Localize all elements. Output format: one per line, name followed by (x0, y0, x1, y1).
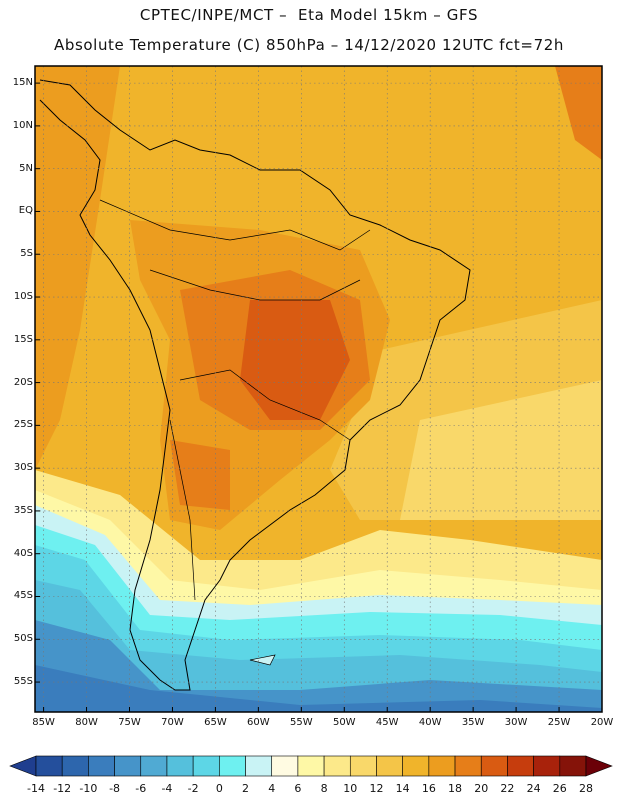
field-band-0 (35, 580, 602, 712)
colorbar-box (454, 755, 482, 777)
colorbar-box (559, 755, 587, 777)
lat-label: 55S (13, 676, 33, 688)
map-frame (34, 65, 603, 713)
lon-label: 50W (332, 717, 356, 728)
lat-label: 15S (13, 333, 33, 345)
border-north (99, 199, 371, 251)
colorbar-label: 2 (242, 782, 250, 795)
colorbar-label: -8 (109, 782, 121, 795)
colorbar-label: 12 (369, 782, 384, 795)
colorbar-label: 22 (500, 782, 515, 795)
colorbar-label: 16 (421, 782, 436, 795)
colorbar-label: -6 (135, 782, 147, 795)
colorbar-label: -10 (79, 782, 98, 795)
falkland-islands (249, 654, 276, 666)
title-variable: Absolute Temperature (C) 850hPa – 14/12/… (54, 36, 564, 54)
lat-label: 40S (13, 547, 33, 559)
lat-label: 35S (13, 504, 33, 516)
lon-label: 40W (418, 717, 442, 728)
lon-label: 65W (204, 717, 227, 728)
lat-label: 25S (13, 419, 33, 431)
graticule (35, 66, 603, 712)
colorbar-box (402, 755, 430, 777)
colorbar-box (140, 755, 168, 777)
lon-label: 20W (590, 717, 614, 728)
colorbar-box (245, 755, 273, 777)
lon-label: 70W (161, 717, 184, 728)
field-argentina-heat (170, 440, 230, 510)
lon-label: 35W (461, 717, 485, 728)
colorbar-box (61, 755, 89, 777)
colorbar-label: 26 (552, 782, 567, 795)
colorbar-box (192, 755, 220, 777)
border-south (179, 369, 351, 441)
colorbar-box (35, 755, 63, 777)
lon-label: 85W (32, 717, 55, 728)
lat-label: 15N (12, 77, 33, 89)
colorbar-label: 6 (294, 782, 302, 795)
colorbar-label: -12 (53, 782, 72, 795)
lon-label: 60W (247, 717, 270, 728)
field-ne-orange (555, 66, 602, 160)
lat-label: EQ (18, 205, 33, 217)
lat-label: 10N (12, 119, 33, 131)
colorbar-box (166, 755, 194, 777)
border-central (149, 269, 361, 301)
lat-label: 45S (13, 590, 33, 602)
colorbar-box (507, 755, 534, 777)
continent-coastline (39, 79, 471, 691)
lon-label: 45W (375, 717, 399, 728)
colorbar-box (533, 755, 561, 777)
colorbar-box (428, 755, 456, 777)
colorbar-arrow-low (9, 755, 37, 777)
colorbar-arrow-high (585, 755, 613, 777)
lat-label: 5S (20, 248, 33, 260)
lon-label: 25W (547, 717, 571, 728)
lon-label: 80W (75, 717, 98, 728)
colorbar-label: 28 (579, 782, 593, 795)
lat-label: 5N (19, 162, 33, 174)
colorbar-label: 10 (343, 782, 358, 795)
colorbar-box (297, 755, 325, 777)
lat-label: 50S (13, 633, 33, 645)
colorbar-box (323, 755, 351, 777)
colorbar-label: -2 (187, 782, 199, 795)
title-model: CPTEC/INPE/MCT – Eta Model 15km – GFS (139, 6, 479, 24)
axis-ticks (35, 82, 603, 712)
colorbar-label: -14 (27, 782, 45, 795)
colorbar-label: 20 (474, 782, 489, 795)
colorbar-box (114, 755, 142, 777)
field-core-24 (240, 300, 350, 420)
border-andes (169, 419, 196, 601)
field-band-minus6 (35, 665, 602, 712)
colorbar-box (271, 755, 299, 777)
colorbar-box (219, 755, 246, 777)
lon-label: 30W (504, 717, 528, 728)
colorbar-label: 14 (395, 782, 410, 795)
colorbar-label: 0 (215, 782, 223, 795)
colorbar-label: 4 (268, 782, 276, 795)
colorbar-label: -4 (161, 782, 173, 795)
colorbar-box (88, 755, 115, 777)
field-band-16 (400, 380, 602, 520)
colorbar-label: 8 (320, 782, 328, 795)
lon-label: 75W (118, 717, 141, 728)
lat-label: 20S (13, 376, 33, 388)
colorbar-box (376, 755, 403, 777)
colorbar-box (349, 755, 377, 777)
lat-label: 30S (13, 462, 33, 474)
colorbar-box (480, 755, 508, 777)
lon-label: 55W (290, 717, 313, 728)
lat-label: 10S (13, 291, 33, 303)
colorbar-label: 24 (526, 782, 541, 795)
field-band-minus4 (35, 620, 602, 712)
colorbar-label: 18 (448, 782, 463, 795)
